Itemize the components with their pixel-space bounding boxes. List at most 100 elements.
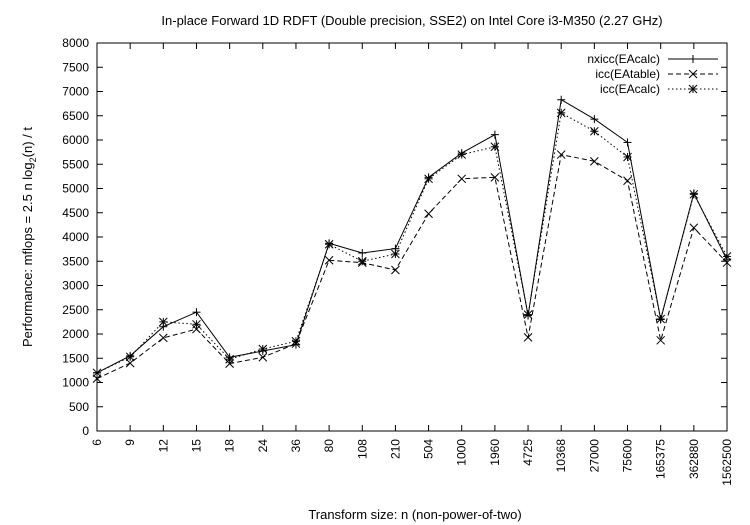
marker-stroke [258,344,268,354]
y-tick-label: 0 [82,424,89,438]
data-point [490,142,500,152]
marker-stroke [125,358,135,368]
marker-stroke [590,156,599,166]
x-axis: 6 9 12 15 18 24 36 80 108 210 504 1000 1960 4725 10368… [90,43,734,486]
x-tick-label: 18 [223,439,237,453]
data-point [457,174,467,184]
marker-stroke [457,174,467,184]
x-tick-label: 9 [123,439,137,446]
x-tick-label: 1960 [488,439,502,466]
marker-stroke [391,249,400,259]
data-point [656,335,666,345]
marker-stroke [623,176,632,186]
series-1 [93,95,731,377]
data-point [590,115,599,124]
marker-stroke [291,336,301,346]
marker-stroke [324,239,334,249]
x-tick-label: 27000 [587,439,601,473]
y-axis-label-main: Performance: mflops = 2.5 n log [20,162,35,347]
data-point [490,130,499,139]
y-axis-label-tail: (n) / t [20,127,35,158]
data-point [357,256,367,266]
x-tick-label: 15 [189,439,203,453]
marker-stroke [225,359,234,368]
legend: nxicc(EAcalc)icc(EAtable)icc(EAcalc) [587,52,718,96]
y-tick-label: 6000 [62,133,89,147]
x-tick-label: 210 [388,439,402,459]
data-point [457,150,467,159]
marker-stroke [623,152,632,162]
marker-stroke [656,314,666,324]
y-axis: 0 500 1000 1500 2000 2500 3000 3500 4000 4500 5000… [62,36,727,438]
y-tick-label: 7500 [62,60,89,74]
x-tick-label: 24 [256,439,270,453]
data-point [391,265,400,275]
y-tick-label: 4000 [62,230,89,244]
data-point [424,174,433,184]
legend-label: icc(EAtable) [595,67,660,81]
legend-swatch-marker [688,84,698,94]
y-tick-label: 8000 [62,36,89,50]
data-point [490,172,500,182]
data-point [225,354,234,364]
data-point [225,359,234,368]
y-axis-label: Performance: mflops = 2.5 n log2(n) / t [20,127,38,347]
plot-area [92,95,732,383]
data-point [590,126,599,136]
data-point [324,239,334,249]
marker-stroke [523,333,533,342]
data-point [689,223,699,233]
data-point [523,333,533,342]
series-line [96,98,728,374]
marker-stroke [225,354,234,364]
data-point [557,95,566,104]
legend-swatch-marker [688,69,698,79]
x-tick-label: 12 [156,439,170,453]
marker-stroke [424,209,433,219]
x-tick-label: 36 [289,439,303,453]
marker-stroke [688,69,698,79]
x-tick-label: 1562500 [720,439,734,486]
marker-stroke [490,172,500,182]
plot-frame [96,42,728,432]
x-axis-label: Transform size: n (non-power-of-two) [308,507,521,522]
marker-stroke [424,174,433,184]
data-point [590,156,599,166]
marker-stroke [391,265,400,275]
marker-stroke [324,255,334,265]
legend-label: icc(EAcalc) [600,82,660,96]
y-axis-label-subscript: 2 [28,157,38,162]
data-point [623,138,632,147]
data-point [258,352,268,362]
data-point [623,176,632,186]
data-point [125,358,135,368]
marker-stroke [689,189,699,199]
data-point [192,319,201,329]
x-tick-label: 6 [90,439,104,446]
marker-stroke [523,310,533,319]
data-point [324,255,334,265]
data-point [556,150,566,159]
x-tick-label: 10368 [554,439,568,473]
data-point [391,249,400,259]
data-point [656,314,666,324]
data-point [158,317,168,327]
marker-stroke [258,352,268,362]
series-2 [92,150,732,383]
data-point [623,152,632,162]
y-tick-label: 1000 [62,376,89,390]
y-tick-label: 7000 [62,85,89,99]
y-tick-label: 4500 [62,206,89,220]
x-tick-label: 80 [322,439,336,453]
marker-stroke [590,126,599,136]
marker-stroke [490,142,500,152]
legend-label: nxicc(EAcalc) [587,52,660,66]
y-tick-label: 5500 [62,157,89,171]
x-tick-label: 108 [355,439,369,459]
series-3 [92,108,732,378]
marker-stroke [457,150,467,159]
marker-stroke [688,84,698,94]
y-tick-label: 5000 [62,182,89,196]
marker-stroke [192,319,201,329]
x-tick-label: 4725 [521,439,535,466]
